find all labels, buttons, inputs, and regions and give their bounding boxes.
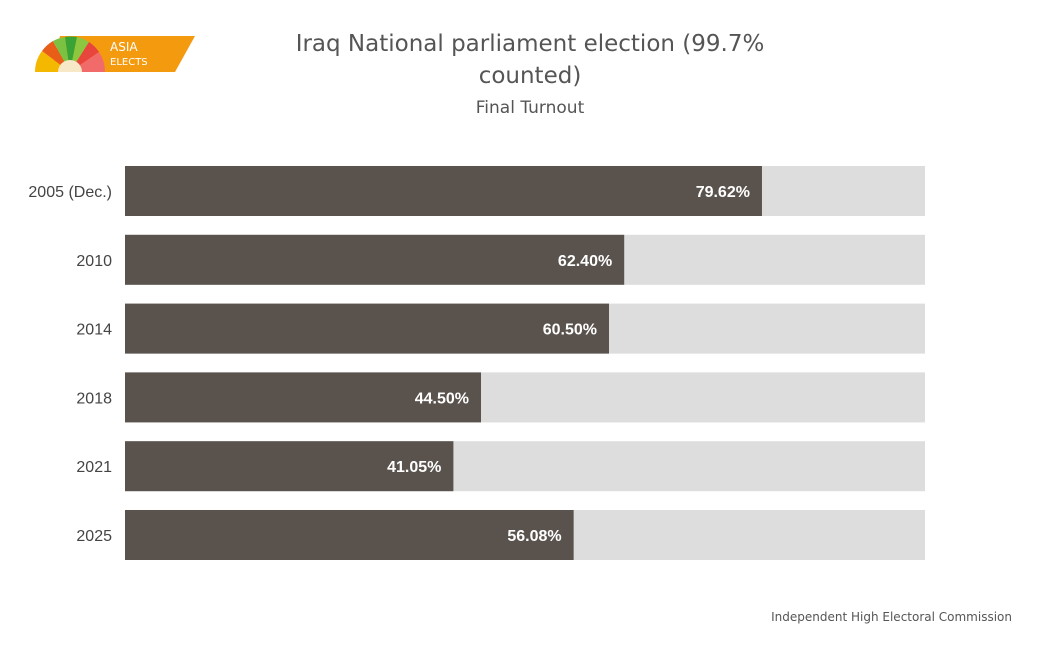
category-label: 2018: [76, 390, 112, 407]
data-label: 41.05%: [387, 459, 441, 476]
category-label: 2014: [76, 322, 112, 339]
category-label: 2025: [76, 528, 112, 545]
source-note: Independent High Electoral Commission: [771, 610, 1012, 624]
data-label: 79.62%: [696, 184, 750, 201]
turnout-bar-chart: 79.62% 2005 (Dec.) 62.40% 2010 60.50% 2014 44.…: [28, 166, 925, 560]
data-label: 56.08%: [507, 528, 561, 545]
bar: [125, 372, 481, 423]
bar: [125, 303, 609, 354]
chart-subtitle: Final Turnout: [475, 98, 585, 118]
category-label: 2010: [76, 253, 112, 270]
bar: [125, 510, 574, 560]
logo-text-asia: ASIA: [110, 40, 138, 54]
logo-text-elects: ELECTS: [110, 57, 148, 68]
logo-fan-icon: [35, 36, 106, 72]
bar: [125, 234, 625, 285]
data-label: 62.40%: [558, 253, 612, 270]
data-label: 60.50%: [543, 322, 597, 339]
chart-title: Iraq National parliament election (99.7%…: [295, 31, 765, 89]
bar: [125, 166, 762, 216]
asia-elects-logo: ASIA ELECTS: [35, 36, 195, 72]
category-label: 2005 (Dec.): [28, 184, 112, 201]
data-label: 44.50%: [415, 390, 469, 407]
bar: [125, 441, 454, 492]
category-label: 2021: [76, 459, 112, 476]
